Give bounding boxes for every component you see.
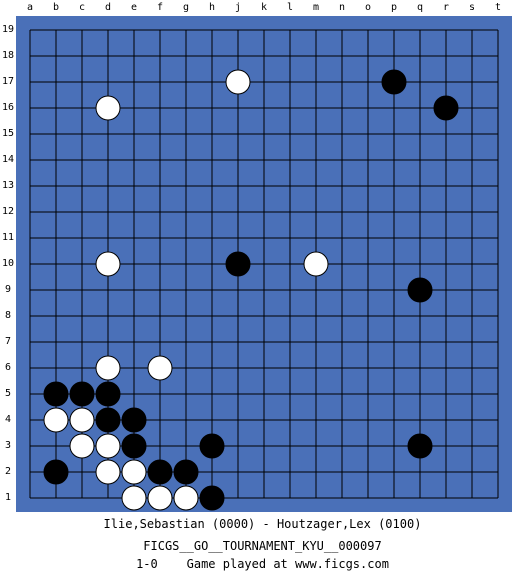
row-label-3: 3 — [4, 440, 12, 451]
black-stone-q9 — [407, 277, 433, 303]
column-label-f: f — [156, 2, 164, 13]
black-stone-p17 — [381, 69, 407, 95]
white-stone-f6 — [147, 355, 173, 381]
black-stone-f2 — [147, 459, 173, 485]
column-label-b: b — [52, 2, 60, 13]
column-label-n: n — [338, 2, 346, 13]
black-stone-e3 — [121, 433, 147, 459]
column-label-a: a — [26, 2, 34, 13]
go-board[interactable] — [16, 16, 512, 512]
column-label-q: q — [416, 2, 424, 13]
row-label-1: 1 — [4, 492, 12, 503]
column-label-l: l — [286, 2, 294, 13]
row-label-4: 4 — [4, 414, 12, 425]
row-label-17: 17 — [1, 76, 15, 87]
white-stone-f1 — [147, 485, 173, 511]
column-label-m: m — [312, 2, 320, 13]
black-stone-d5 — [95, 381, 121, 407]
column-label-e: e — [130, 2, 138, 13]
row-label-15: 15 — [1, 128, 15, 139]
column-label-c: c — [78, 2, 86, 13]
white-stone-e2 — [121, 459, 147, 485]
row-label-7: 7 — [4, 336, 12, 347]
white-stone-j17 — [225, 69, 251, 95]
column-label-o: o — [364, 2, 372, 13]
column-label-r: r — [442, 2, 450, 13]
column-label-s: s — [468, 2, 476, 13]
white-stone-d6 — [95, 355, 121, 381]
white-stone-d10 — [95, 251, 121, 277]
column-label-k: k — [260, 2, 268, 13]
event-line: FICGS__GO__TOURNAMENT_KYU__000097 — [143, 539, 382, 553]
row-label-6: 6 — [4, 362, 12, 373]
white-stone-b4 — [43, 407, 69, 433]
row-label-13: 13 — [1, 180, 15, 191]
row-label-9: 9 — [4, 284, 12, 295]
column-label-j: j — [234, 2, 242, 13]
black-stone-c5 — [69, 381, 95, 407]
black-stone-b2 — [43, 459, 69, 485]
column-label-g: g — [182, 2, 190, 13]
row-label-5: 5 — [4, 388, 12, 399]
black-stone-q3 — [407, 433, 433, 459]
row-label-12: 12 — [1, 206, 15, 217]
white-stone-m10 — [303, 251, 329, 277]
white-stone-g1 — [173, 485, 199, 511]
black-stone-h3 — [199, 433, 225, 459]
result-line: 1-0 Game played at www.ficgs.com — [136, 557, 389, 571]
white-stone-d3 — [95, 433, 121, 459]
white-stone-d2 — [95, 459, 121, 485]
row-label-11: 11 — [1, 232, 15, 243]
white-stone-e1 — [121, 485, 147, 511]
row-label-18: 18 — [1, 50, 15, 61]
black-stone-g2 — [173, 459, 199, 485]
row-label-16: 16 — [1, 102, 15, 113]
white-stone-c4 — [69, 407, 95, 433]
column-label-p: p — [390, 2, 398, 13]
players-line: Ilie,Sebastian (0000) - Houtzager,Lex (0… — [103, 517, 422, 531]
row-label-14: 14 — [1, 154, 15, 165]
black-stone-d4 — [95, 407, 121, 433]
row-label-19: 19 — [1, 24, 15, 35]
column-label-t: t — [494, 2, 502, 13]
row-label-2: 2 — [4, 466, 12, 477]
board-grid — [29, 29, 499, 511]
column-label-h: h — [208, 2, 216, 13]
black-stone-j10 — [225, 251, 251, 277]
row-label-8: 8 — [4, 310, 12, 321]
white-stone-c3 — [69, 433, 95, 459]
white-stone-d16 — [95, 95, 121, 121]
black-stone-b5 — [43, 381, 69, 407]
black-stone-e4 — [121, 407, 147, 433]
black-stone-r16 — [433, 95, 459, 121]
black-stone-h1 — [199, 485, 225, 511]
column-label-d: d — [104, 2, 112, 13]
row-label-10: 10 — [1, 258, 15, 269]
